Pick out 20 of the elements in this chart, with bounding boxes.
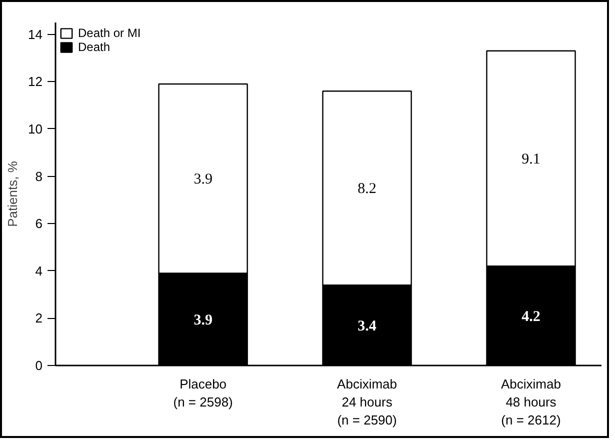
data-label: 3.4 xyxy=(358,318,377,334)
x-tick-label: Abciximab 48 hours (n = 2612) xyxy=(501,376,561,428)
annotation: 3.9 xyxy=(194,172,212,188)
y-axis-title: Patients, % xyxy=(5,160,20,227)
y-tick-label: 4 xyxy=(35,263,43,278)
data-label: 3.9 xyxy=(194,312,212,328)
x-tick-label: Placebo (n = 2598) xyxy=(173,376,233,410)
x-tick-label: Abciximab 24 hours (n = 2590) xyxy=(337,376,398,428)
y-tick-label: 8 xyxy=(35,168,43,184)
annotation: 8.2 xyxy=(358,181,376,198)
y-tick-label: 12 xyxy=(28,74,43,90)
legend-label: Death or MI xyxy=(78,26,141,40)
y-tick-label: 10 xyxy=(28,121,43,136)
y-tick-label: 0 xyxy=(35,358,43,373)
y-tick-label: 6 xyxy=(35,216,43,232)
y-tick-label: 14 xyxy=(28,26,43,42)
data-label: 4.2 xyxy=(522,308,540,325)
legend-label: Death xyxy=(78,40,110,54)
y-tick-label: 2 xyxy=(35,310,43,326)
annotation: 9.1 xyxy=(522,152,540,168)
